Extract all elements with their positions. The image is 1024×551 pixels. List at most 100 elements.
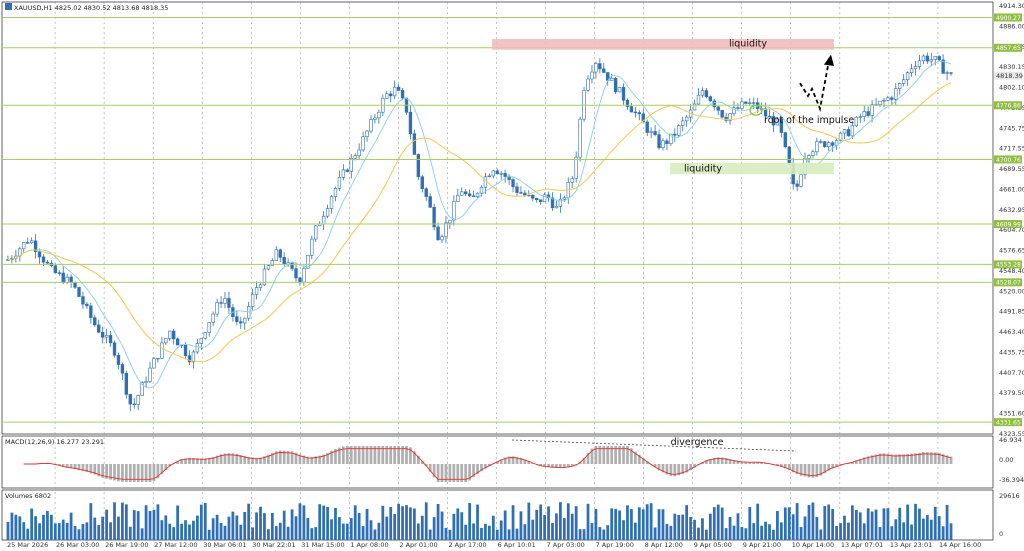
candle [819,141,823,143]
volume-bar [334,507,337,540]
candle [282,257,286,265]
volume-bar [898,507,902,540]
volume-bar [756,503,760,540]
time-label: 26 Mar 19:00 [105,541,148,549]
volume-bar [89,503,93,540]
candle [870,104,874,116]
candle [645,121,649,133]
candle [65,276,69,283]
volume-bar [570,513,574,540]
current-price-tag [994,71,1022,80]
candle [882,100,886,102]
candle [361,136,365,151]
volume-bar [259,506,262,540]
volume-bar [807,504,811,540]
candle [933,56,937,60]
candle [53,265,58,273]
volume-bar [278,522,282,540]
time-label: 9 Apr 21:00 [743,541,781,549]
candle [93,317,97,326]
volume-tick-label: 29616 [999,492,1020,500]
candle [535,197,539,201]
volume-bar [121,502,124,540]
volume-bar [799,527,803,540]
volume-bar [484,523,487,540]
volume-bar [503,510,507,540]
volume-bar [622,520,625,540]
candle [175,338,180,346]
volume-bar [941,526,945,540]
candle [302,267,306,283]
candle [578,118,582,158]
candle [385,93,389,99]
candle [807,155,811,159]
candle [97,324,101,333]
volume-bar [476,504,479,540]
candle [542,194,547,203]
candle [732,107,736,114]
ma-fast-line [7,60,952,389]
volume-bar [148,510,152,540]
candle [191,351,196,363]
volume-bar [10,512,14,540]
volume-bar [385,516,389,540]
volume-bar [274,526,278,540]
macd-tick-label: 46.934 [999,436,1022,444]
candle [132,403,136,406]
volume-bar [227,516,231,540]
candle [408,111,413,134]
candle [22,242,26,250]
volume-bar [748,507,752,540]
candle [365,130,369,138]
price-tick-label: 4717.55 [999,145,1024,153]
candle [783,132,787,148]
candle [823,141,827,148]
candle [321,215,326,225]
volume-bar [594,508,598,540]
candle [661,140,665,148]
volume-bar [787,507,791,540]
volume-bar [925,514,929,540]
volume-bar [507,529,511,540]
candle [420,176,424,190]
price-tick-label: 4435.75 [999,348,1024,356]
candle [653,131,657,135]
price-tick-label: 4379.50 [999,389,1024,397]
time-label: 7 Apr 19:00 [596,541,634,549]
volume-bar [854,510,858,540]
volume-bar [128,526,132,540]
candle [460,191,464,196]
volume-bar [361,526,365,540]
candle [531,194,535,199]
volume-bar [693,519,696,540]
candle [314,225,318,240]
volume-bar [270,512,274,540]
volume-bar [199,504,203,540]
volume-bar [294,516,298,540]
candle [838,132,843,141]
volume-bar [144,505,148,540]
volume-bar [168,523,172,540]
candle [215,302,219,315]
price-tick-label: 4463.40 [999,328,1024,336]
volume-bar [420,515,424,540]
volume-bar [38,523,41,540]
volume-bar [673,513,677,540]
price-tick-label: 4689.55 [999,165,1024,173]
candle [681,120,685,126]
volume-bar [416,523,420,540]
candle [416,154,421,178]
volume-bar [835,525,838,540]
volume-bar [637,507,641,540]
volume-bar [862,523,866,540]
price-tick-label: 4323.55 [999,430,1024,438]
volume-bar [515,528,519,540]
candle [250,293,255,307]
candle [594,63,598,73]
volume-bar [46,511,49,540]
volume-bar [180,523,183,540]
root-impulse-label: root of the impulse [764,115,854,126]
candle [124,372,129,395]
volume-bar [602,529,606,540]
